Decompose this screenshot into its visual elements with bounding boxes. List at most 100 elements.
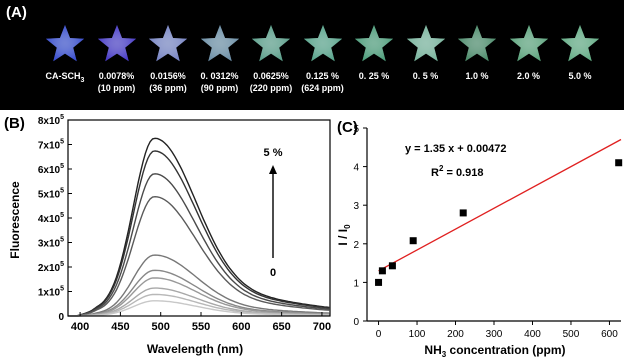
arrow-bottom-label: 0 [270, 267, 276, 279]
sample-label: 0. 0312% (90 ppm) [185, 70, 255, 94]
sample-label: 0.0156% (36 ppm) [133, 70, 203, 94]
sample-label: 0. 5 % [391, 70, 461, 82]
spectrum-line [68, 173, 330, 317]
sample-label-line1: 0.0156% [150, 71, 186, 81]
sample-star-icon [148, 24, 188, 62]
sample-label-line2: (624 ppm) [301, 83, 344, 93]
x-tick-label: 600 [601, 329, 618, 340]
data-point [378, 267, 386, 275]
panel-c-label: (C) [337, 119, 358, 136]
sample-star-icon [97, 24, 136, 62]
star-glow [457, 24, 497, 62]
star-glow [148, 24, 188, 62]
y-tick-label: 0 [58, 312, 64, 323]
sample-star-icon [354, 24, 394, 62]
star-glow [200, 24, 239, 62]
sample-label-line1: 5.0 % [568, 71, 592, 81]
x-tick-label: 300 [486, 329, 503, 340]
data-point [459, 209, 467, 217]
star-glow [303, 24, 342, 62]
sample-star-icon [200, 24, 239, 62]
x-tick-label: 400 [71, 321, 89, 333]
sample-star-icon [251, 24, 291, 62]
x-tick-label: 450 [111, 321, 129, 333]
sample-label-line1: 0. 25 % [358, 71, 390, 81]
panel-a-photo-strip: (A) CA-SCH3 0.0078% (10 ppm) 0.0156% (36 ppm… [0, 0, 624, 110]
sample-label: 0.0625% (220 ppm) [236, 70, 306, 94]
sample-label-line2: (10 ppm) [97, 83, 136, 93]
star-glow [354, 24, 394, 62]
sample-label-line2: (36 ppm) [149, 83, 187, 93]
sample-label: 0.125 % (624 ppm) [288, 70, 358, 94]
sample-label: 1.0 % [442, 70, 512, 82]
star-glow [406, 24, 445, 62]
sample-label-line1: 0. 0312% [200, 71, 239, 81]
data-point [409, 237, 417, 245]
y-tick-label: 2x105 [38, 261, 64, 274]
y-tick-label: 4 [353, 163, 359, 174]
sample-label-line1: 0.125 % [305, 71, 340, 81]
data-point [388, 262, 396, 270]
sample-star-icon [45, 24, 85, 62]
sample-label: 2.0 % [494, 70, 564, 82]
y-axis-label: I / I0 [336, 224, 352, 246]
spectrum-line [68, 277, 330, 317]
y-tick-label: 1 [353, 278, 359, 289]
sample-star-icon [457, 24, 497, 62]
x-tick-label: 500 [152, 321, 170, 333]
x-tick-label: 700 [313, 321, 331, 333]
y-tick-label: 7x105 [38, 139, 64, 152]
sample-label-line1: CA-SCH3 [45, 71, 85, 84]
fit-equation: y = 1.35 x + 0.00472 [405, 143, 507, 155]
sample-star-icon [406, 24, 445, 62]
x-axis-label: NH3 concentration (ppm) [424, 343, 565, 358]
spectrum-line [68, 300, 330, 317]
x-tick-label: 600 [232, 321, 250, 333]
intensity-ratio-chart: (C) 0 100 200 300 400 500 600 0 1 2 3 4 5 y = 1.35 x +… [336, 119, 623, 358]
sample-label-line1: 0.0078% [98, 71, 135, 81]
y-tick-label: 3x105 [38, 237, 64, 250]
star-glow [251, 24, 291, 62]
spectrum-line [68, 137, 330, 317]
x-tick-label: 200 [447, 329, 464, 340]
x-axis-label: Wavelength (nm) [147, 342, 243, 356]
fit-r-squared: R2 = 0.918 [431, 164, 483, 179]
spectrum-line [68, 195, 330, 317]
linear-fit-line [378, 138, 622, 272]
x-tick-label: 400 [524, 329, 541, 340]
arrow-top-label: 5 % [264, 147, 283, 159]
y-tick-label: 4x105 [38, 212, 64, 225]
y-tick-label: 8x105 [38, 114, 64, 127]
sample-label-line1: 0. 5 % [412, 71, 439, 81]
x-tick-label: 550 [192, 321, 210, 333]
panel-a-label: (A) [6, 4, 27, 21]
y-tick-label: 0 [353, 317, 359, 328]
sample-star-icon [509, 24, 548, 62]
y-tick-label: 5 [353, 124, 359, 135]
star-glow [97, 24, 136, 62]
y-tick-label: 3 [353, 201, 359, 212]
sample-label-line1: 0.0625% [253, 71, 289, 81]
panel-b-label: (B) [4, 115, 25, 132]
spectrum-line [68, 150, 330, 317]
star-glow [560, 24, 600, 62]
y-tick-label: 2 [353, 240, 359, 251]
sample-label: 0.0078% (10 ppm) [82, 70, 152, 94]
x-tick-label: 650 [272, 321, 290, 333]
sample-label: 5.0 % [545, 70, 615, 82]
sample-label: CA-SCH3 [30, 70, 100, 87]
y-tick-label: 5x105 [38, 188, 64, 201]
sample-label-line1: 1.0 % [465, 71, 489, 81]
sample-label: 0. 25 % [339, 70, 409, 82]
x-tick-label: 0 [376, 329, 382, 340]
sample-label-line2: (220 ppm) [249, 83, 293, 93]
data-point [615, 159, 623, 167]
y-tick-label: 1x105 [38, 286, 64, 299]
y-tick-label: 6x105 [38, 163, 64, 176]
sample-label-line1: 2.0 % [516, 71, 540, 81]
star-glow [509, 24, 548, 62]
x-tick-label: 100 [409, 329, 426, 340]
sample-label-subscript: 3 [80, 76, 85, 84]
trend-arrow-head [269, 165, 277, 174]
spectrum-line [68, 254, 330, 317]
